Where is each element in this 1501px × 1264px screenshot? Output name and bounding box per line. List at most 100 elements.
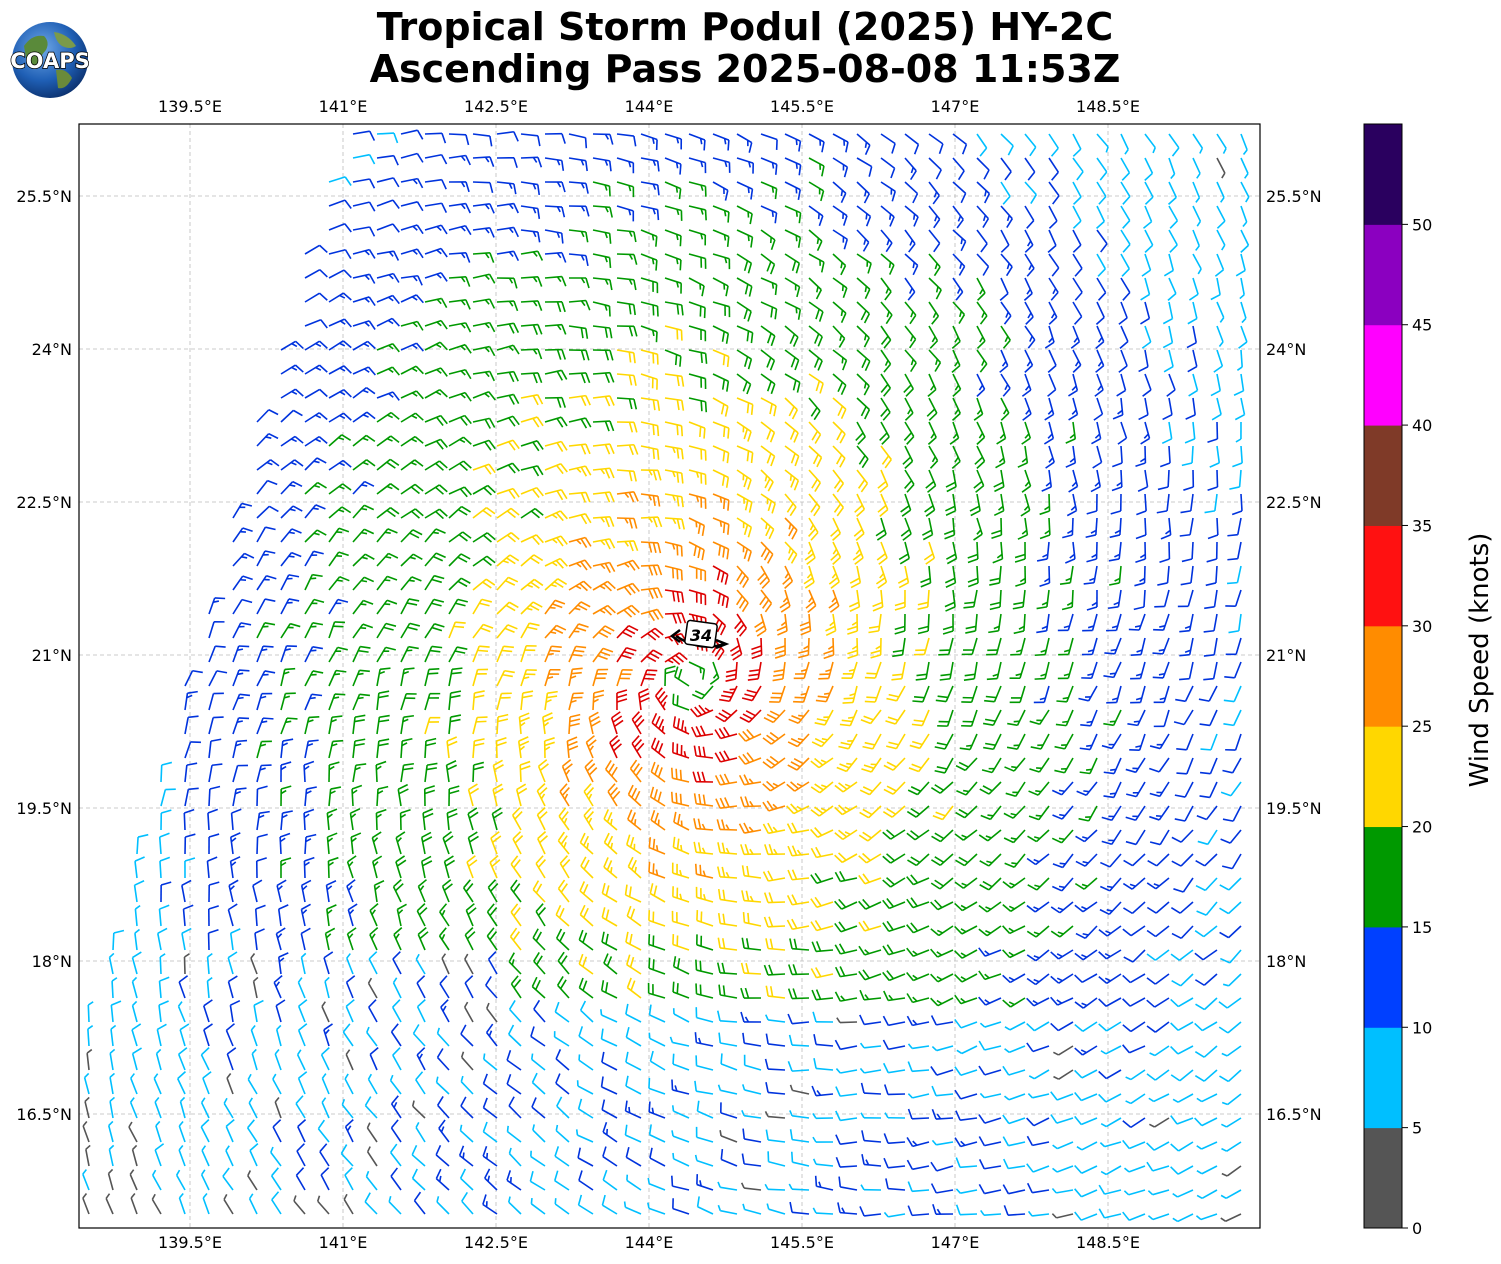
wind-barb [577, 1147, 594, 1167]
wind-barb [736, 325, 754, 344]
wind-barb [303, 808, 315, 831]
wind-barb [695, 1055, 714, 1071]
wind-barb [672, 981, 690, 999]
wind-barb [640, 445, 660, 460]
wind-barb [472, 506, 496, 519]
wind-barb [627, 809, 642, 831]
wind-barb [352, 763, 367, 783]
wind-barb [904, 253, 919, 276]
wind-barb [808, 349, 823, 371]
wind-barb [376, 483, 400, 495]
wind-barb [1216, 157, 1226, 179]
wind-barb [904, 181, 919, 204]
wind-barb [448, 598, 468, 615]
wind-barb [963, 589, 978, 609]
wind-barb [1101, 829, 1122, 846]
wind-barb [1062, 517, 1074, 539]
wind-barb [1039, 493, 1051, 516]
wind-barb [736, 517, 753, 538]
wind-barb [1003, 829, 1026, 844]
wind-barb [1194, 973, 1218, 986]
wind-barb [273, 975, 283, 999]
wind-barb [1081, 637, 1098, 656]
wind-barb [400, 459, 424, 471]
wind-barb [624, 884, 642, 903]
wind-barb [640, 205, 660, 221]
wind-barb [1009, 685, 1026, 704]
wind-barb [520, 181, 541, 196]
wind-barb [742, 1084, 762, 1095]
wind-barb [616, 469, 637, 482]
wind-barb [496, 531, 520, 543]
wind-barb [944, 589, 956, 612]
wind-barb [640, 229, 658, 247]
wind-barb [1074, 1045, 1098, 1056]
wind-barb [776, 613, 788, 636]
wind-barb [520, 554, 544, 567]
wind-barb [1074, 1069, 1098, 1079]
wind-barb [1101, 733, 1122, 750]
wind-barb [1000, 397, 1010, 421]
wind-barb [472, 484, 496, 496]
wind-barb [297, 1023, 308, 1047]
wind-barb [930, 1161, 954, 1172]
wind-barb [1045, 445, 1055, 469]
wind-barb [515, 783, 528, 807]
wind-barb [207, 928, 219, 951]
wind-barb [184, 741, 201, 759]
wind-barb [601, 1051, 618, 1071]
wind-barb [908, 757, 930, 773]
wind-barb [1024, 133, 1037, 157]
wind-barb [762, 822, 786, 835]
wind-barb [424, 272, 448, 282]
wind-barb [300, 903, 311, 927]
wind-barb [256, 740, 272, 759]
wind-barb [847, 613, 859, 635]
wind-barb [280, 435, 304, 447]
wind-barb [400, 553, 423, 567]
wind-barb [736, 373, 752, 395]
wind-barb [760, 301, 778, 320]
wind-barb [904, 157, 917, 181]
wind-barb [693, 745, 714, 759]
wind-barb [740, 1182, 762, 1191]
wind-barb [672, 1152, 690, 1167]
wind-barb [811, 1085, 834, 1097]
wind-barb [1146, 997, 1170, 1008]
wind-barb [625, 1147, 642, 1167]
wind-barb [1026, 1135, 1050, 1147]
wind-barb [568, 559, 592, 571]
wind-barb [931, 1045, 954, 1052]
wind-barb [906, 922, 930, 934]
storm-arrow-left-icon [669, 629, 681, 643]
wind-barb [397, 783, 409, 807]
wind-barb [859, 1042, 882, 1049]
wind-barb [491, 807, 503, 831]
wind-barb [134, 904, 141, 927]
wind-barb [754, 613, 767, 637]
wind-barb [714, 726, 738, 740]
wind-barb [592, 668, 609, 687]
wind-barb [976, 277, 986, 301]
wind-barb [762, 755, 786, 769]
wind-barb [184, 833, 196, 855]
wind-barb [399, 809, 411, 831]
wind-barb [1153, 613, 1170, 631]
wind-barb [400, 294, 424, 304]
wind-barb [544, 624, 567, 639]
wind-barb [343, 1193, 354, 1215]
wind-barb [1170, 1141, 1194, 1152]
wind-barb [688, 397, 708, 413]
wind-barb [280, 388, 304, 399]
wind-barb [184, 669, 203, 687]
wind-barb [696, 1174, 714, 1191]
wind-barb [328, 598, 349, 615]
wind-barb [720, 1053, 738, 1071]
wind-barb [585, 735, 597, 759]
wind-barb [1111, 469, 1123, 492]
wind-barb [747, 661, 762, 681]
wind-barb [520, 133, 541, 147]
wind-barb [764, 1058, 786, 1071]
wind-barb [760, 517, 775, 540]
wind-barb [297, 999, 308, 1023]
